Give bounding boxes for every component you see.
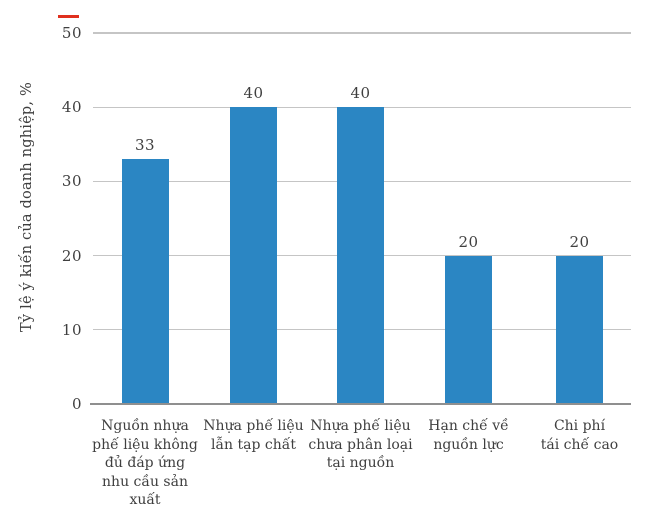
bar-value-label-3: 40: [350, 84, 371, 103]
y-tick-label-30: 30: [61, 172, 82, 191]
category-label-2: Nhựa phế liệu lẫn tạp chất: [203, 418, 304, 453]
bar-value-label-1: 33: [134, 136, 156, 155]
bar-4: [445, 255, 492, 403]
category-label-3: Nhựa phế liệu chưa phân loại tại nguồn: [308, 418, 413, 471]
x-axis-baseline: [90, 403, 631, 405]
bar-2: [230, 107, 277, 403]
y-tick-label-10: 10: [61, 320, 82, 339]
category-label-5: Chi phí tái chế cao: [540, 418, 619, 453]
bar-5: [556, 255, 603, 403]
y-axis-title: Tỷ lệ ý kiến của doanh nghiệp, %: [19, 82, 35, 332]
y-tick-label-50: 50: [61, 24, 82, 42]
top-left-red-dash-mark: [58, 15, 79, 18]
bar-3: [337, 107, 384, 403]
gridline-y-50: [93, 32, 631, 34]
bar-value-label-4: 20: [458, 232, 479, 251]
y-tick-label-0: 0: [71, 395, 82, 413]
bar-value-label-5: 20: [569, 232, 590, 251]
y-tick-label-40: 40: [61, 98, 82, 117]
bar-value-label-2: 40: [243, 84, 264, 103]
category-label-1: Nguồn nhựa phế liệu không đủ đáp ứng nhu cầ…: [92, 418, 198, 507]
category-label-4: Hạn chế về nguồn lực: [428, 418, 509, 453]
bar-1: [121, 159, 169, 403]
y-tick-label-20: 20: [61, 246, 82, 265]
